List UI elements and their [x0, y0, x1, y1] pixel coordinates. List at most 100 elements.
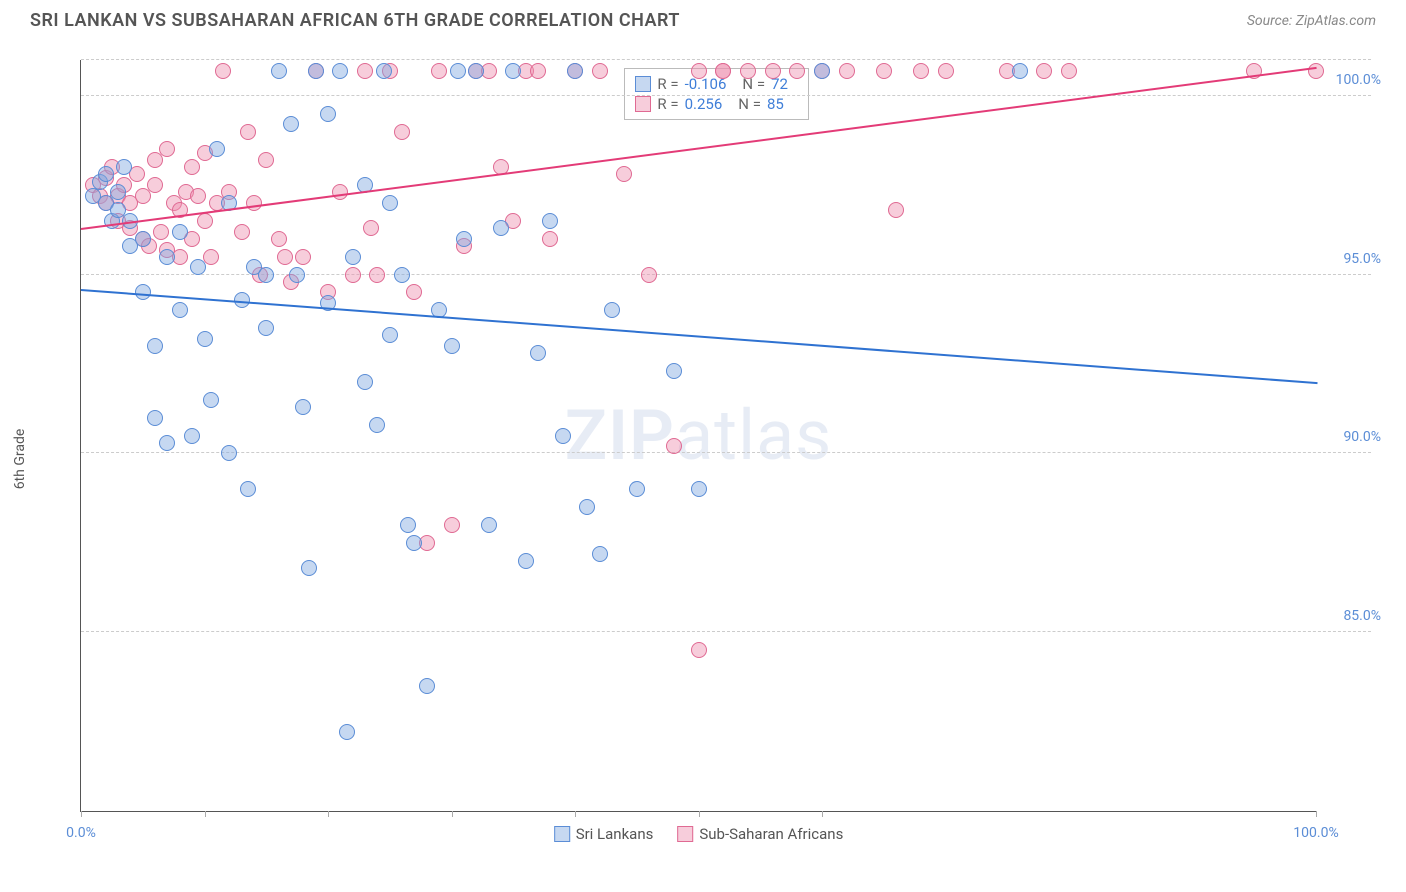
point-series-a — [221, 445, 237, 461]
point-series-a — [691, 481, 707, 497]
point-series-a — [394, 267, 410, 283]
point-series-b — [234, 224, 250, 240]
point-series-b — [789, 63, 805, 79]
point-series-b — [765, 63, 781, 79]
watermark-bold: ZIP — [565, 395, 675, 477]
point-series-a — [339, 724, 355, 740]
chart-container: 6th Grade ZIPatlas R = -0.106 N = 72 R =… — [30, 50, 1386, 852]
point-series-a — [450, 63, 466, 79]
point-series-b — [1061, 63, 1077, 79]
point-series-a — [203, 392, 219, 408]
point-series-b — [363, 220, 379, 236]
point-series-b — [1308, 63, 1324, 79]
chart-title: SRI LANKAN VS SUBSAHARAN AFRICAN 6TH GRA… — [30, 10, 680, 31]
point-series-b — [691, 63, 707, 79]
point-series-b — [641, 267, 657, 283]
point-series-a — [295, 399, 311, 415]
point-series-b — [715, 63, 731, 79]
point-series-a — [579, 499, 595, 515]
point-series-a — [369, 417, 385, 433]
gridline — [81, 95, 1371, 96]
stats-r-label-a: R = — [657, 75, 678, 93]
point-series-a — [172, 302, 188, 318]
legend-label-a: Sri Lankans — [576, 825, 654, 843]
x-tick — [328, 811, 329, 817]
trendline-a — [81, 289, 1317, 384]
point-series-a — [666, 363, 682, 379]
point-series-a — [234, 292, 250, 308]
legend-label-b: Sub-Saharan Africans — [699, 825, 843, 843]
y-axis-label: 6th Grade — [12, 429, 28, 490]
source-label: Source: ZipAtlas.com — [1247, 13, 1376, 29]
point-series-a — [240, 481, 256, 497]
stats-row-b: R = 0.256 N = 85 — [635, 95, 798, 113]
point-series-b — [444, 517, 460, 533]
point-series-a — [592, 546, 608, 562]
point-series-b — [666, 438, 682, 454]
x-tick — [205, 811, 206, 817]
y-tick-label: 85.0% — [1343, 608, 1381, 624]
point-series-b — [938, 63, 954, 79]
point-series-b — [530, 63, 546, 79]
point-series-a — [530, 345, 546, 361]
point-series-a — [271, 63, 287, 79]
point-series-b — [542, 231, 558, 247]
point-series-a — [308, 63, 324, 79]
point-series-a — [400, 517, 416, 533]
point-series-a — [456, 231, 472, 247]
point-series-a — [159, 249, 175, 265]
plot-area: ZIPatlas R = -0.106 N = 72 R = 0.256 N =… — [80, 60, 1316, 812]
gridline — [81, 274, 1371, 275]
point-series-b — [876, 63, 892, 79]
stats-swatch-b — [635, 96, 651, 112]
point-series-a — [110, 184, 126, 200]
point-series-a — [320, 106, 336, 122]
gridline — [81, 59, 1371, 60]
stats-swatch-a — [635, 76, 651, 92]
point-series-a — [518, 553, 534, 569]
x-tick — [1316, 811, 1317, 817]
point-series-a — [209, 141, 225, 157]
point-series-b — [394, 124, 410, 140]
legend-item-a: Sri Lankans — [554, 825, 654, 843]
x-tick-label: 100.0% — [1293, 825, 1338, 841]
point-series-a — [481, 517, 497, 533]
point-series-a — [382, 327, 398, 343]
point-series-a — [258, 267, 274, 283]
point-series-a — [567, 63, 583, 79]
point-series-b — [592, 63, 608, 79]
point-series-a — [283, 116, 299, 132]
point-series-b — [406, 284, 422, 300]
x-tick — [452, 811, 453, 817]
point-series-b — [277, 249, 293, 265]
x-tick — [575, 811, 576, 817]
point-series-a — [406, 535, 422, 551]
legend-item-b: Sub-Saharan Africans — [677, 825, 843, 843]
point-series-b — [240, 124, 256, 140]
watermark: ZIPatlas — [565, 395, 833, 477]
point-series-a — [147, 338, 163, 354]
point-series-a — [184, 428, 200, 444]
point-series-b — [1036, 63, 1052, 79]
point-series-a — [147, 410, 163, 426]
point-series-a — [1012, 63, 1028, 79]
point-series-b — [345, 267, 361, 283]
point-series-b — [888, 202, 904, 218]
point-series-b — [913, 63, 929, 79]
point-series-a — [159, 435, 175, 451]
y-tick-label: 90.0% — [1343, 429, 1381, 445]
point-series-a — [135, 231, 151, 247]
point-series-a — [493, 220, 509, 236]
point-series-b — [215, 63, 231, 79]
point-series-b — [147, 177, 163, 193]
point-series-a — [419, 678, 435, 694]
gridline — [81, 631, 1371, 632]
point-series-a — [289, 267, 305, 283]
point-series-a — [116, 159, 132, 175]
point-series-a — [345, 249, 361, 265]
stats-r-label-b: R = — [657, 95, 678, 113]
point-series-b — [740, 63, 756, 79]
point-series-a — [382, 195, 398, 211]
legend-swatch-b — [677, 826, 693, 842]
point-series-a — [376, 63, 392, 79]
